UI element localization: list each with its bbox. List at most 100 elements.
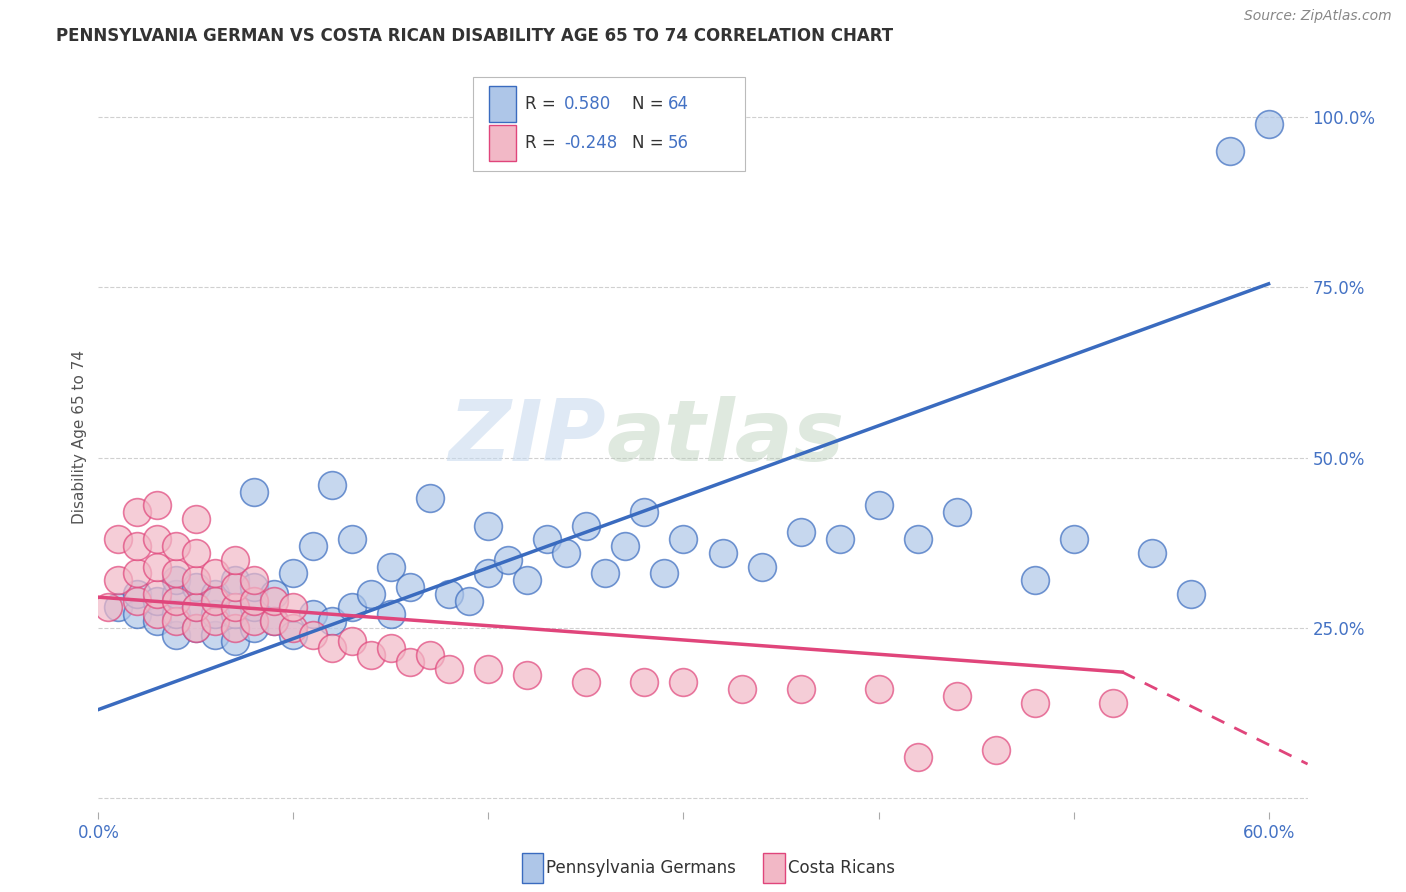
Point xyxy=(224,573,246,587)
Point xyxy=(302,607,325,622)
Text: atlas: atlas xyxy=(606,395,845,479)
FancyBboxPatch shape xyxy=(522,853,543,883)
Point xyxy=(224,607,246,622)
Point xyxy=(243,484,266,499)
Point xyxy=(321,477,343,491)
Point xyxy=(165,614,187,628)
Point xyxy=(340,634,363,648)
Point xyxy=(243,593,266,607)
Point xyxy=(243,614,266,628)
Point xyxy=(127,587,149,601)
Point xyxy=(575,518,598,533)
Point xyxy=(789,525,811,540)
Point xyxy=(302,627,325,641)
Point xyxy=(204,587,226,601)
Point xyxy=(1219,144,1241,158)
Point xyxy=(243,600,266,615)
Point xyxy=(184,621,207,635)
Point xyxy=(789,682,811,697)
Point xyxy=(1063,533,1085,547)
Point xyxy=(107,600,129,615)
Point xyxy=(283,566,305,581)
Text: -0.248: -0.248 xyxy=(564,134,617,152)
Point xyxy=(340,533,363,547)
Point xyxy=(127,607,149,622)
Point xyxy=(360,648,382,662)
Point xyxy=(184,546,207,560)
Point xyxy=(263,614,285,628)
Point xyxy=(165,566,187,581)
Y-axis label: Disability Age 65 to 74: Disability Age 65 to 74 xyxy=(72,350,87,524)
Point xyxy=(868,682,890,697)
Point xyxy=(146,593,169,607)
Point xyxy=(439,662,461,676)
Point xyxy=(380,559,402,574)
Point xyxy=(146,498,169,512)
Point xyxy=(146,587,169,601)
Point xyxy=(224,552,246,566)
Point xyxy=(302,539,325,553)
Text: Source: ZipAtlas.com: Source: ZipAtlas.com xyxy=(1244,9,1392,23)
Point xyxy=(614,539,637,553)
Point xyxy=(595,566,617,581)
Text: 0.580: 0.580 xyxy=(564,95,612,112)
Point xyxy=(711,546,734,560)
Point xyxy=(165,539,187,553)
Point xyxy=(340,600,363,615)
FancyBboxPatch shape xyxy=(763,853,785,883)
Point xyxy=(184,621,207,635)
Point xyxy=(751,559,773,574)
Point xyxy=(146,614,169,628)
Point xyxy=(907,533,929,547)
Point xyxy=(672,533,695,547)
Point xyxy=(1024,573,1046,587)
Point xyxy=(477,662,499,676)
Text: PENNSYLVANIA GERMAN VS COSTA RICAN DISABILITY AGE 65 TO 74 CORRELATION CHART: PENNSYLVANIA GERMAN VS COSTA RICAN DISAB… xyxy=(56,27,893,45)
Point xyxy=(496,552,519,566)
FancyBboxPatch shape xyxy=(474,78,745,171)
Point xyxy=(321,614,343,628)
Point xyxy=(224,580,246,594)
FancyBboxPatch shape xyxy=(489,125,516,161)
Point xyxy=(399,580,422,594)
Point xyxy=(945,689,967,703)
Point xyxy=(283,600,305,615)
Point xyxy=(165,587,187,601)
Point xyxy=(419,648,441,662)
Point xyxy=(868,498,890,512)
Point xyxy=(184,600,207,615)
Point xyxy=(107,533,129,547)
Point xyxy=(224,621,246,635)
Text: 56: 56 xyxy=(668,134,689,152)
Point xyxy=(165,627,187,641)
Point xyxy=(380,641,402,656)
Point xyxy=(516,668,538,682)
Point xyxy=(575,675,598,690)
Text: ZIP: ZIP xyxy=(449,395,606,479)
Point xyxy=(127,539,149,553)
Point xyxy=(439,587,461,601)
Point xyxy=(204,627,226,641)
Text: R =: R = xyxy=(526,95,561,112)
Point xyxy=(399,655,422,669)
Point xyxy=(536,533,558,547)
Point xyxy=(477,518,499,533)
Point xyxy=(828,533,851,547)
Point xyxy=(419,491,441,506)
Point xyxy=(146,559,169,574)
Point xyxy=(204,593,226,607)
Point xyxy=(555,546,578,560)
Point xyxy=(263,593,285,607)
Point xyxy=(224,634,246,648)
Point xyxy=(127,505,149,519)
Point xyxy=(263,587,285,601)
Point xyxy=(243,621,266,635)
Point xyxy=(127,566,149,581)
Point xyxy=(107,573,129,587)
Point xyxy=(165,573,187,587)
Text: N =: N = xyxy=(631,134,668,152)
Point xyxy=(652,566,675,581)
Point xyxy=(165,607,187,622)
Text: Pennsylvania Germans: Pennsylvania Germans xyxy=(546,859,735,877)
Point xyxy=(731,682,754,697)
